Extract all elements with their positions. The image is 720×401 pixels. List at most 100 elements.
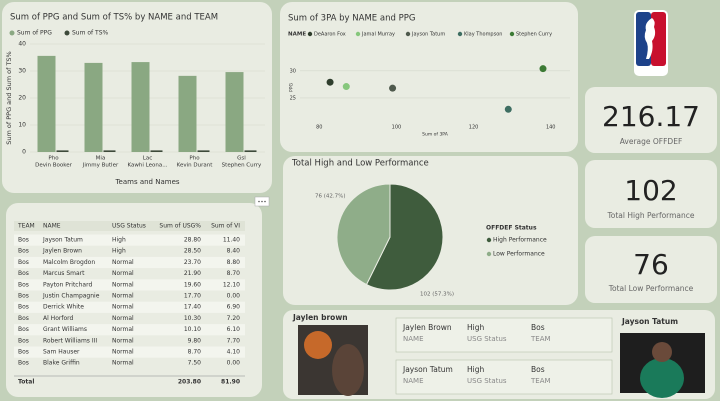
table-cell: Bos [18,337,29,344]
x-tick-label: 100 [392,125,402,131]
table-row-bg [14,324,245,336]
table-cell: Marcus Smart [43,270,85,277]
table-cell: 7.20 [227,315,241,322]
x-tick-label: 140 [546,125,556,131]
table-cell: 10.30 [184,315,201,322]
table-cell: 17.40 [184,304,201,311]
table-cell: Derrick White [43,304,84,311]
chart-title: Total High and Low Performance [291,159,429,169]
table-cell: 23.70 [184,259,201,266]
legend-label: Stephen Curry [516,32,552,38]
table-cell: Normal [112,281,134,288]
data-point [504,105,512,113]
bar [103,150,116,152]
x-tick-label: Pho [48,156,59,162]
scatter-panel [280,2,578,152]
table-cell: Sam Hauser [43,349,80,356]
table-cell: Blake Griffin [43,360,80,367]
card [585,160,717,228]
table-cell: 7.50 [188,360,202,367]
table-cell: 11.40 [223,237,240,244]
bar [56,150,69,152]
player-title: Jaylen brown [292,313,348,322]
table-cell: 8.70 [227,270,241,277]
bar [84,62,103,152]
table-cell: 0.00 [227,360,241,367]
info-value: Jaylen Brown [402,323,452,332]
table-cell: Payton Pritchard [43,281,92,288]
info-card [395,317,613,353]
card [585,87,717,153]
y-tick-label: 25 [290,95,296,101]
y-tick-label: 40 [18,41,26,48]
table-cell: High [112,248,126,255]
bar [37,55,56,152]
table-cell: 9.80 [188,337,202,344]
table-cell: 10.10 [184,326,201,333]
table-cell: 17.70 [184,293,201,300]
table-cell: 12.10 [223,281,240,288]
legend-label: Klay Thompson [464,32,502,38]
legend-label: High Performance [493,237,547,244]
legend-swatch [486,237,492,243]
x-tick-label: Stephen Curry [222,163,262,169]
data-point [342,83,350,91]
table-panel [6,203,262,397]
bar [150,150,163,152]
chart-title: Sum of PPG and Sum of TS% by NAME and TE… [10,13,218,23]
y-tick-label: 20 [18,95,26,102]
legend-title: NAME [288,32,306,38]
info-label: USG Status [467,377,507,385]
table-cell: Jaylen Brown [42,248,82,255]
card-label: Average OFFDEF [620,137,683,146]
table-cell: Malcolm Brogdon [43,259,95,266]
table-cell: Bos [18,349,29,356]
table-cell: 4.10 [227,349,241,356]
data-label: 76 (42.7%) [315,194,346,200]
data-label: 102 (57.3%) [420,292,454,298]
table-cell: High [112,237,126,244]
logo-text: NBA [644,67,659,74]
x-tick-label: Pho [189,156,200,162]
table-cell: 21.90 [184,270,201,277]
info-value: Bos [531,323,545,332]
info-label: TEAM [530,335,551,343]
table-cell: 28.50 [184,248,201,255]
bar [244,150,257,152]
bar [225,72,244,152]
table-cell: Normal [112,259,134,266]
table-cell: Bos [18,237,29,244]
legend-swatch [307,31,313,37]
x-tick-label: Lac [143,156,152,162]
legend-swatch [486,251,492,257]
table-cell: 6.90 [227,304,241,311]
y-tick-label: 10 [18,122,26,129]
table-cell: 8.70 [188,349,202,356]
table-cell: Normal [112,270,134,277]
table-cell: 28.80 [184,237,201,244]
legend-label: Sum of TS% [72,30,109,37]
data-point [539,65,547,73]
table-cell: Grant Williams [43,326,87,333]
table-row-bg [14,346,245,358]
table-row-bg [14,256,245,269]
info-value: High [467,365,484,374]
more-options[interactable] [254,196,270,207]
info-card [395,359,613,395]
table-row-bg [14,301,245,313]
table-header: TEAM [17,223,35,230]
legend-label: Jamal Murray [361,32,395,38]
x-tick-label: Kawhi Leona... [128,163,168,169]
table-cell: Al Horford [43,315,73,322]
table-total: 203.80 [178,379,201,386]
card-value: 216.17 [602,100,700,133]
pie-slice [365,183,444,291]
card-label: Total Low Performance [608,284,694,293]
table-cell: Bos [18,248,29,255]
x-tick-label: Kevin Durant [177,163,214,169]
table-cell: Normal [112,304,134,311]
legend-title: OFFDEF Status [486,225,537,232]
table-cell: Normal [112,337,134,344]
x-axis-label: Sum of 3PA [422,132,449,138]
